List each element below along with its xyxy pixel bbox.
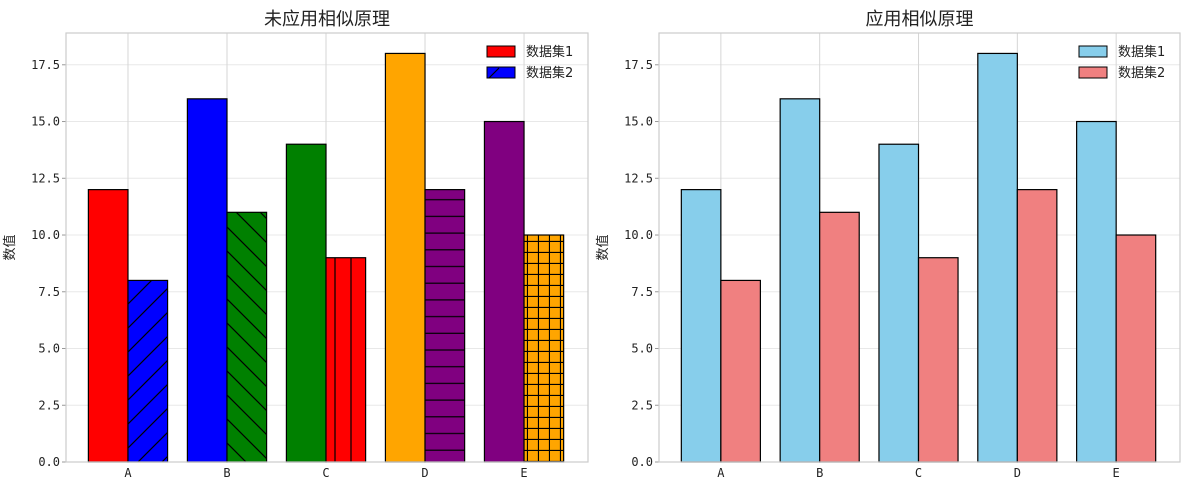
bar-series2-B: [819, 212, 860, 462]
y-tick-label: 2.5: [38, 398, 60, 412]
y-tick-label: 12.5: [624, 171, 653, 185]
y-tick-label: 0.0: [631, 455, 653, 469]
y-tick-label: 7.5: [631, 285, 653, 299]
legend: 数据集1 数据集2: [1078, 44, 1165, 81]
chart-1: 0.0 2.5 5.0 7.5 10.0 12.5 15.0 17.5 A B C D E 未应用相似原理…: [2, 9, 589, 480]
y-tick-label: 10.0: [624, 228, 653, 242]
chart-title: 未应用相似原理: [264, 9, 390, 30]
bar-series1-D: [385, 53, 426, 463]
bar-hatch: [326, 257, 366, 462]
bar-series1-A: [681, 189, 721, 462]
y-axis-label: 数值: [2, 234, 18, 260]
bar-series1-D: [977, 53, 1018, 463]
legend-label: 数据集1: [1118, 44, 1165, 60]
x-tick-label: E: [1113, 466, 1120, 480]
bar-series2-D: [1017, 189, 1057, 462]
bar-series1-B: [780, 98, 820, 463]
chart-title: 应用相似原理: [866, 9, 974, 30]
legend-swatch: [486, 66, 516, 79]
y-tick-label: 15.0: [624, 115, 653, 129]
y-tick-label: 0.0: [38, 455, 60, 469]
bar-series1-A: [88, 189, 128, 462]
x-tick-label: A: [717, 466, 725, 480]
y-tick-label: 17.5: [31, 58, 60, 72]
legend-swatch: [1078, 66, 1108, 79]
bar-series2-E: [1116, 235, 1156, 462]
x-tick-label: D: [421, 466, 428, 480]
legend-label: 数据集1: [526, 44, 573, 60]
x-tick-label: D: [1014, 466, 1021, 480]
bar-series1-C: [286, 144, 327, 462]
chart-2: 0.0 2.5 5.0 7.5 10.0 12.5 15.0 17.5 A B C D E 应用相似原理数…: [595, 9, 1181, 480]
bar-series1-B: [187, 98, 227, 463]
y-tick-label: 10.0: [31, 228, 60, 242]
x-tick-label: C: [915, 466, 922, 480]
bar-series1-C: [878, 144, 919, 462]
legend-label: 数据集2: [1118, 65, 1165, 81]
y-axis-label: 数值: [595, 234, 611, 260]
bar-hatch: [127, 280, 168, 462]
bar-series1-E: [1076, 121, 1117, 463]
y-tick-label: 5.0: [38, 342, 60, 356]
y-tick-label: 15.0: [31, 115, 60, 129]
bar-hatch: [226, 212, 267, 462]
bar-hatch: [425, 189, 465, 462]
axes-frame: [658, 32, 1181, 463]
legend-hatch: [488, 67, 500, 79]
x-tick-label: B: [223, 466, 230, 480]
y-tick-label: 12.5: [31, 171, 60, 185]
bar-series2-C: [918, 257, 959, 462]
y-tick-label: 17.5: [624, 58, 653, 72]
x-tick-label: E: [520, 466, 527, 480]
bar-series2-A: [720, 280, 761, 462]
bar-hatch: [524, 235, 564, 462]
legend-swatch: [1078, 45, 1108, 58]
bar-series1-E: [484, 121, 525, 463]
y-tick-label: 7.5: [38, 285, 60, 299]
y-tick-label: 2.5: [631, 398, 653, 412]
axes-frame: [65, 32, 589, 463]
x-tick-label: B: [816, 466, 823, 480]
legend: 数据集1 数据集2: [486, 44, 573, 81]
y-tick-label: 5.0: [631, 342, 653, 356]
legend-label: 数据集2: [526, 65, 573, 81]
x-tick-label: A: [124, 466, 132, 480]
legend-swatch: [486, 45, 516, 58]
x-tick-label: C: [322, 466, 329, 480]
